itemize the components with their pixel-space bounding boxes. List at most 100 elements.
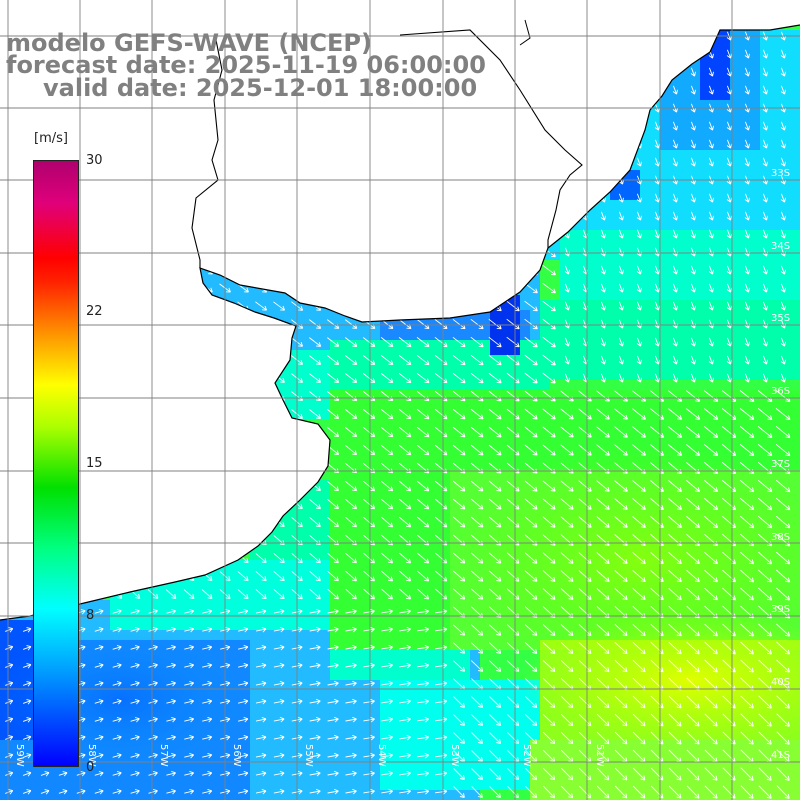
wind-arrow: [614, 588, 628, 601]
wind-arrow: [273, 752, 285, 759]
wind-arrow: [237, 626, 249, 633]
wind-arrow: [166, 662, 176, 669]
wind-arrow: [148, 680, 158, 687]
latitude-label: 36S: [771, 386, 790, 397]
wind-arrow: [672, 355, 678, 365]
longitude-label: 54W: [376, 744, 387, 767]
wind-arrow: [184, 734, 195, 741]
wind-arrow: [757, 408, 773, 421]
wind-arrow: [636, 355, 642, 365]
wind-arrow: [76, 771, 86, 777]
latitude-label: 34S: [771, 241, 790, 252]
wind-arrow: [22, 771, 32, 777]
wind-arrow: [202, 608, 213, 615]
wind-arrow: [488, 354, 502, 366]
wind-arrow: [5, 681, 14, 687]
wind-arrow: [40, 771, 50, 777]
wind-arrow: [471, 786, 483, 799]
wind-arrow: [309, 516, 321, 528]
wind-arrow: [381, 444, 394, 456]
wind-arrow: [452, 426, 466, 438]
wind-arrow: [708, 85, 714, 95]
wind-arrow: [578, 498, 592, 510]
wind-arrow: [488, 336, 502, 348]
wind-arrow: [273, 716, 285, 723]
wind-arrow: [524, 714, 538, 727]
wind-arrow: [453, 642, 466, 654]
latitude-labels: 33S 34S 35S 36S 37S 38S 39S 40S 41S: [771, 168, 790, 761]
wind-arrow: [309, 752, 321, 759]
wind-arrow: [596, 767, 610, 781]
wind-arrow: [148, 644, 158, 651]
wind-arrow: [417, 516, 430, 528]
wind-arrow: [740, 515, 755, 529]
wind-arrow: [708, 265, 714, 275]
wind-arrow: [690, 373, 696, 383]
wind-arrow: [416, 480, 430, 492]
wind-arrow: [345, 409, 358, 420]
wind-arrow: [739, 462, 755, 475]
wind-arrow: [345, 570, 357, 582]
wind-arrow: [327, 644, 339, 651]
wind-arrow: [309, 588, 321, 600]
wind-arrow: [758, 695, 772, 709]
wind-arrow: [130, 609, 140, 615]
wind-arrow: [345, 644, 357, 651]
wind-arrow: [596, 408, 610, 420]
wind-arrow: [255, 716, 267, 723]
wind-arrow: [524, 408, 538, 420]
wind-arrow: [309, 355, 322, 365]
wind-arrow: [564, 247, 570, 257]
wind-arrow: [22, 753, 32, 759]
wind-arrow: [726, 265, 732, 275]
wind-arrow: [435, 608, 448, 615]
wind-arrow: [184, 788, 195, 795]
wind-arrow: [416, 337, 430, 348]
wind-arrow: [399, 570, 412, 582]
wind-arrow: [668, 444, 683, 456]
wind-arrow: [327, 770, 339, 777]
wind-arrow: [564, 337, 570, 347]
wind-arrow: [762, 373, 768, 383]
wind-arrow: [273, 698, 285, 705]
wind-arrow: [636, 157, 642, 167]
wind-arrow: [309, 552, 321, 564]
wind-arrow: [5, 753, 14, 759]
wind-arrow: [740, 551, 755, 565]
wind-arrow: [654, 373, 660, 383]
wind-arrow: [632, 767, 646, 781]
wind-arrow: [255, 570, 267, 582]
wind-arrow: [596, 713, 610, 727]
wind-arrow: [76, 789, 86, 795]
wind-arrow: [654, 139, 660, 149]
wind-arrow: [726, 211, 732, 221]
wind-arrow: [453, 660, 466, 672]
wind-arrow: [618, 337, 624, 347]
wind-arrow: [399, 770, 411, 777]
wind-arrow: [344, 337, 358, 347]
wind-arrow: [690, 337, 696, 347]
wind-arrow: [380, 355, 394, 366]
wind-arrow: [166, 716, 176, 723]
wind-arrow: [255, 626, 267, 633]
wind-arrow: [596, 516, 610, 528]
wind-arrow: [488, 498, 502, 510]
wind-arrow: [636, 265, 642, 275]
wind-arrow: [130, 663, 140, 669]
wind-arrow: [740, 587, 754, 601]
wind-arrow: [237, 680, 249, 687]
wind-arrow: [618, 211, 624, 221]
wind-arrow: [632, 516, 646, 528]
wind-arrow: [381, 680, 393, 687]
wind-arrow: [130, 771, 140, 777]
latitude-label: 39S: [771, 604, 790, 615]
wind-arrow: [672, 337, 678, 347]
wind-arrow: [543, 785, 556, 799]
wind-arrow: [704, 480, 719, 493]
wind-arrow: [740, 659, 754, 673]
wind-arrow: [708, 121, 714, 131]
wind-arrow: [470, 354, 484, 366]
wind-arrow: [672, 301, 678, 311]
wind-arrow: [740, 479, 755, 493]
wind-arrow: [381, 516, 394, 528]
